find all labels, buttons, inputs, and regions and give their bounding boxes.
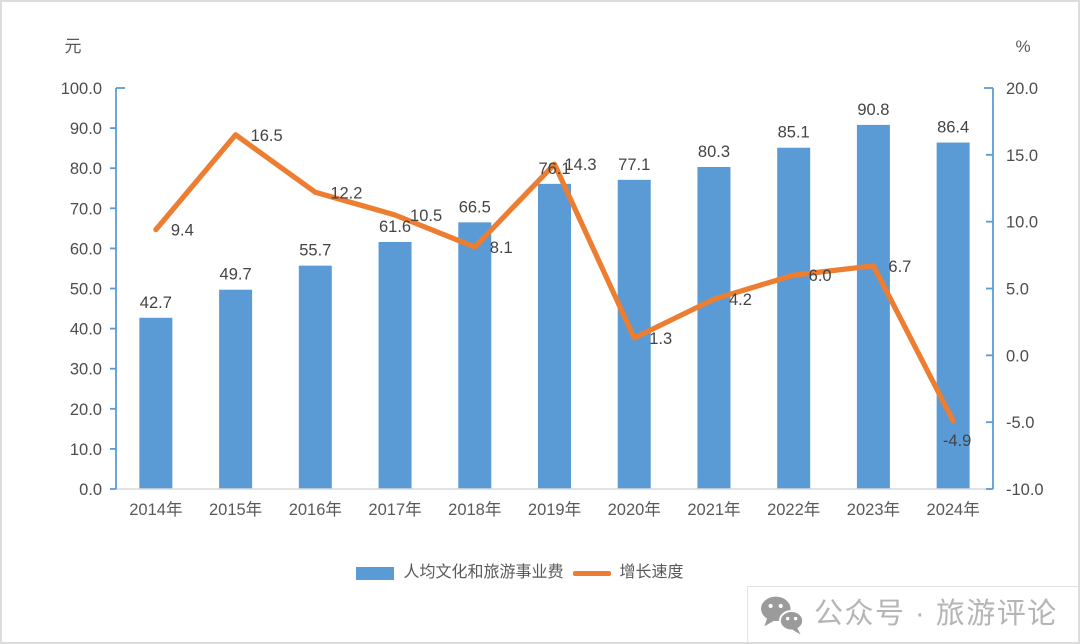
chart-axes: 0.0 10.0 20.0 30.0 40.0 50.0 60.0 70.0 80.0 90.0 1… xyxy=(61,80,1044,499)
svg-text:60.0: 60.0 xyxy=(70,240,102,258)
svg-text:76.1: 76.1 xyxy=(538,160,570,178)
bar-2017年 xyxy=(378,241,412,489)
svg-text:20.0: 20.0 xyxy=(70,401,102,419)
svg-text:15.0: 15.0 xyxy=(1006,147,1038,165)
bar-2014年 xyxy=(139,317,173,489)
svg-text:2024年: 2024年 xyxy=(927,500,980,519)
x-axis-labels: 2014年 2015年 2016年 2017年 2018年 2019年 2020年 2021年… xyxy=(129,500,979,519)
wechat-icon xyxy=(761,596,805,635)
svg-text:2021年: 2021年 xyxy=(687,500,740,519)
svg-text:2022年: 2022年 xyxy=(767,500,820,519)
svg-text:16.5: 16.5 xyxy=(251,127,283,145)
svg-text:80.3: 80.3 xyxy=(698,143,730,161)
svg-text:6.7: 6.7 xyxy=(888,258,911,276)
line-series xyxy=(153,132,956,424)
svg-text:2023年: 2023年 xyxy=(847,500,900,519)
svg-text:42.7: 42.7 xyxy=(140,294,172,312)
svg-text:10.0: 10.0 xyxy=(70,441,102,459)
bar-2021年 xyxy=(697,166,731,489)
legend: 人均文化和旅游事业费 增长速度 xyxy=(0,565,1060,581)
svg-text:14.3: 14.3 xyxy=(565,156,597,174)
svg-text:2019年: 2019年 xyxy=(528,500,581,519)
svg-text:77.1: 77.1 xyxy=(618,156,650,174)
svg-text:80.0: 80.0 xyxy=(70,160,102,178)
bar-2016年 xyxy=(298,265,332,489)
bar-2024年 xyxy=(936,142,970,489)
svg-text:85.1: 85.1 xyxy=(778,124,810,142)
bar-2023年 xyxy=(856,124,890,489)
svg-text:8.1: 8.1 xyxy=(490,239,513,257)
legend-line-label: 增长速度 xyxy=(619,564,684,581)
svg-text:0.0: 0.0 xyxy=(1006,347,1029,365)
svg-text:90.0: 90.0 xyxy=(70,120,102,138)
svg-text:90.8: 90.8 xyxy=(857,101,889,119)
svg-text:12.2: 12.2 xyxy=(330,184,362,202)
bar-2018年 xyxy=(458,222,492,489)
svg-text:5.0: 5.0 xyxy=(1006,281,1029,299)
svg-text:2017年: 2017年 xyxy=(368,500,421,519)
svg-text:61.6: 61.6 xyxy=(379,218,411,236)
svg-text:2016年: 2016年 xyxy=(289,500,342,519)
svg-text:2015年: 2015年 xyxy=(209,500,262,519)
svg-text:0.0: 0.0 xyxy=(79,481,102,499)
svg-text:2020年: 2020年 xyxy=(608,500,661,519)
svg-text:2018年: 2018年 xyxy=(448,500,501,519)
svg-text:50.0: 50.0 xyxy=(70,281,102,299)
svg-text:30.0: 30.0 xyxy=(70,361,102,379)
svg-text:9.4: 9.4 xyxy=(171,222,194,240)
svg-text:-10.0: -10.0 xyxy=(1006,481,1044,499)
svg-text:70.0: 70.0 xyxy=(70,200,102,218)
watermark-text: 公众号 · 旅游评论 xyxy=(814,598,1058,630)
bar-series xyxy=(139,124,970,490)
svg-text:-5.0: -5.0 xyxy=(1006,414,1034,432)
svg-text:100.0: 100.0 xyxy=(61,80,102,98)
svg-text:-4.9: -4.9 xyxy=(943,432,971,450)
svg-text:2014年: 2014年 xyxy=(129,500,182,519)
legend-line-swatch xyxy=(572,570,611,576)
svg-text:40.0: 40.0 xyxy=(70,321,102,339)
svg-text:10.5: 10.5 xyxy=(410,207,442,225)
legend-bar-label: 人均文化和旅游事业费 xyxy=(403,564,564,581)
left-axis-unit-label: 元 xyxy=(65,37,82,56)
svg-text:6.0: 6.0 xyxy=(809,267,832,285)
bar-2019年 xyxy=(538,183,571,490)
svg-text:4.2: 4.2 xyxy=(729,291,752,309)
svg-text:66.5: 66.5 xyxy=(459,198,491,216)
bar-2022年 xyxy=(777,147,811,489)
svg-text:1.3: 1.3 xyxy=(649,330,672,348)
bar-2015年 xyxy=(219,289,253,489)
legend-bar-swatch xyxy=(356,566,395,580)
svg-text:86.4: 86.4 xyxy=(937,119,969,137)
svg-text:49.7: 49.7 xyxy=(220,266,252,284)
svg-text:55.7: 55.7 xyxy=(299,242,331,260)
svg-text:20.0: 20.0 xyxy=(1006,80,1038,98)
svg-text:10.0: 10.0 xyxy=(1006,214,1038,232)
watermark-banner: 公众号 · 旅游评论 xyxy=(747,586,1078,642)
data-labels: 42.7 49.7 55.7 61.6 66.5 76.1 77.1 80.3 85.1 90.8… xyxy=(140,101,972,450)
right-axis-unit-label: % xyxy=(1015,37,1030,56)
